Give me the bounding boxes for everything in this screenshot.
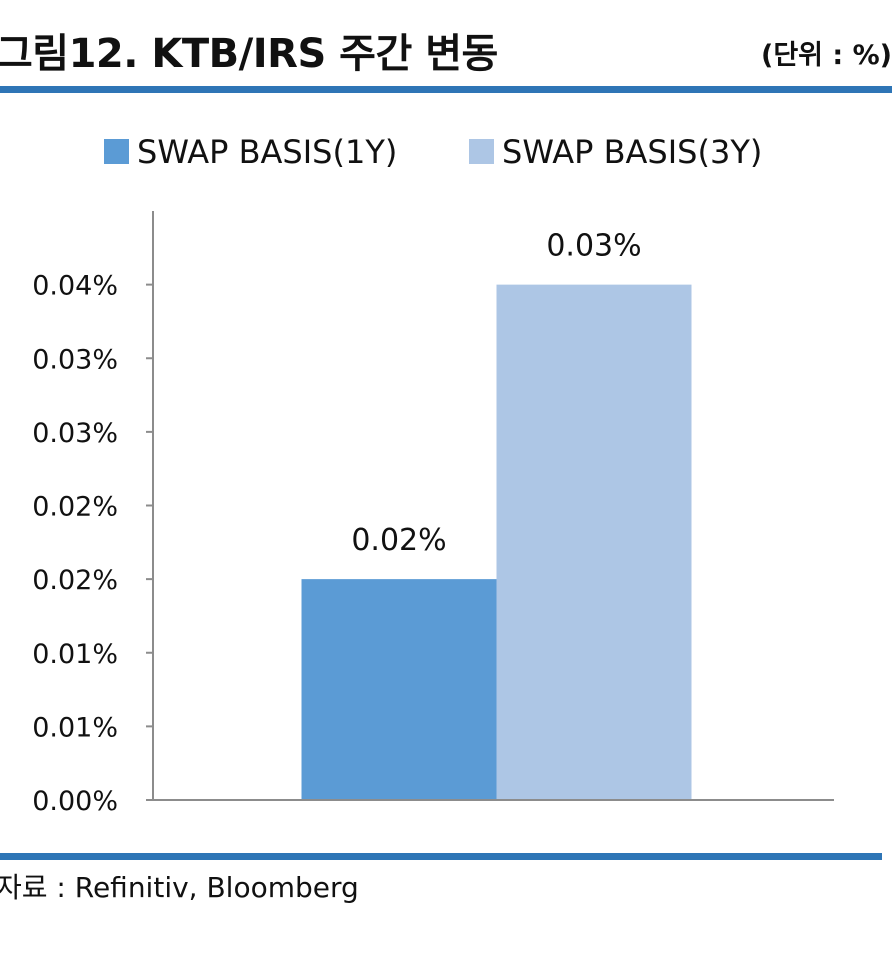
data-label: 0.03%: [546, 229, 641, 264]
chart-title: 그림12. KTB/IRS 주간 변동: [0, 31, 498, 77]
chart-legend: SWAP BASIS(1Y) SWAP BASIS(3Y): [104, 133, 762, 171]
source-note: 자료 : Refinitiv, Bloomberg: [0, 871, 359, 904]
legend-swatch: [104, 139, 129, 164]
data-label: 0.02%: [351, 523, 446, 558]
axes: [152, 211, 834, 801]
y-axis-ticks: 0.00% 0.01% 0.01% 0.02% 0.02% 0.03% 0.03% 0.04%: [32, 271, 153, 817]
y-tick-label: 0.04%: [32, 271, 118, 302]
bars: [301, 284, 692, 800]
unit-label: (단위 : %): [760, 40, 892, 71]
top-rule: [0, 86, 892, 93]
bar-chart: SWAP BASIS(1Y) SWAP BASIS(3Y) 0.00%0.01%0…: [32, 133, 834, 817]
bottom-rule: [0, 853, 882, 860]
bar-swap-basis-1y: [301, 579, 497, 800]
y-tick-label: 0.03%: [32, 344, 118, 375]
y-tick-label: 0.03%: [32, 418, 118, 449]
bar-swap-basis-3y: [496, 284, 692, 800]
y-tick-label: 0.02%: [32, 565, 118, 596]
y-tick-label: 0.01%: [32, 639, 118, 670]
legend-label: SWAP BASIS(1Y): [137, 133, 397, 171]
legend-label: SWAP BASIS(3Y): [502, 133, 762, 171]
y-tick-label: 0.01%: [32, 712, 118, 743]
legend-swatch: [469, 139, 494, 164]
y-tick-label: 0.00%: [32, 786, 118, 817]
y-tick-label: 0.02%: [32, 492, 118, 523]
data-labels: 0.02% 0.03%: [351, 229, 641, 559]
